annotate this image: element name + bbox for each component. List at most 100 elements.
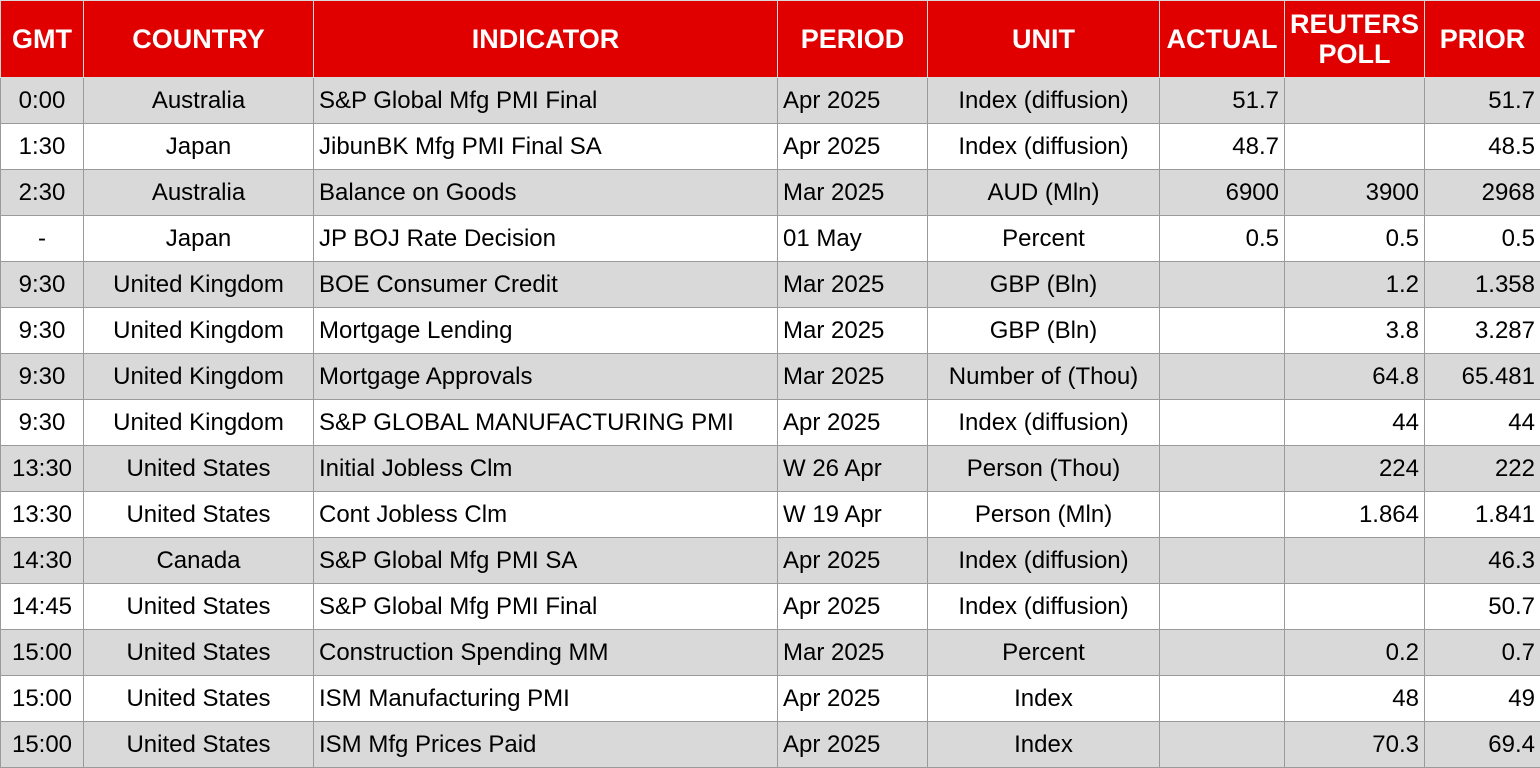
cell-actual — [1160, 722, 1285, 768]
cell-period: Mar 2025 — [778, 308, 928, 354]
cell-prior: 222 — [1425, 446, 1540, 492]
cell-actual — [1160, 492, 1285, 538]
cell-period: Apr 2025 — [778, 676, 928, 722]
cell-unit: GBP (Bln) — [928, 308, 1160, 354]
cell-indicator: Construction Spending MM — [314, 630, 778, 676]
cell-actual: 6900 — [1160, 170, 1285, 216]
cell-reuters-poll: 1.864 — [1285, 492, 1425, 538]
cell-actual: 0.5 — [1160, 216, 1285, 262]
cell-actual — [1160, 354, 1285, 400]
cell-prior: 49 — [1425, 676, 1540, 722]
cell-reuters-poll: 0.5 — [1285, 216, 1425, 262]
cell-actual: 48.7 — [1160, 124, 1285, 170]
header-row: GMT COUNTRY INDICATOR PERIOD UNIT ACTUAL… — [1, 1, 1540, 78]
cell-reuters-poll — [1285, 124, 1425, 170]
cell-reuters-poll: 1.2 — [1285, 262, 1425, 308]
cell-prior: 65.481 — [1425, 354, 1540, 400]
cell-prior: 1.358 — [1425, 262, 1540, 308]
cell-prior: 46.3 — [1425, 538, 1540, 584]
cell-actual — [1160, 630, 1285, 676]
cell-unit: Index — [928, 722, 1160, 768]
cell-reuters-poll — [1285, 584, 1425, 630]
cell-prior: 2968 — [1425, 170, 1540, 216]
cell-period: Apr 2025 — [778, 400, 928, 446]
cell-country: United States — [84, 630, 314, 676]
table-header: GMT COUNTRY INDICATOR PERIOD UNIT ACTUAL… — [1, 1, 1540, 78]
cell-country: United Kingdom — [84, 400, 314, 446]
cell-country: United States — [84, 722, 314, 768]
cell-prior: 69.4 — [1425, 722, 1540, 768]
cell-indicator: Mortgage Lending — [314, 308, 778, 354]
cell-indicator: BOE Consumer Credit — [314, 262, 778, 308]
cell-country: Japan — [84, 124, 314, 170]
header-period: PERIOD — [778, 1, 928, 78]
header-unit: UNIT — [928, 1, 1160, 78]
cell-period: Apr 2025 — [778, 584, 928, 630]
cell-reuters-poll: 44 — [1285, 400, 1425, 446]
cell-unit: Index (diffusion) — [928, 584, 1160, 630]
cell-period: Mar 2025 — [778, 630, 928, 676]
cell-unit: Index (diffusion) — [928, 124, 1160, 170]
cell-country: United States — [84, 446, 314, 492]
cell-actual — [1160, 400, 1285, 446]
cell-gmt: 9:30 — [1, 262, 84, 308]
cell-period: W 26 Apr — [778, 446, 928, 492]
cell-actual — [1160, 584, 1285, 630]
cell-indicator: Balance on Goods — [314, 170, 778, 216]
cell-period: Apr 2025 — [778, 538, 928, 584]
cell-indicator: S&P Global Mfg PMI SA — [314, 538, 778, 584]
cell-gmt: - — [1, 216, 84, 262]
cell-indicator: Cont Jobless Clm — [314, 492, 778, 538]
cell-prior: 0.7 — [1425, 630, 1540, 676]
cell-actual — [1160, 538, 1285, 584]
cell-unit: Person (Mln) — [928, 492, 1160, 538]
cell-actual — [1160, 308, 1285, 354]
cell-actual — [1160, 446, 1285, 492]
cell-reuters-poll — [1285, 78, 1425, 124]
cell-country: United Kingdom — [84, 354, 314, 400]
cell-gmt: 14:45 — [1, 584, 84, 630]
cell-country: Canada — [84, 538, 314, 584]
cell-prior: 0.5 — [1425, 216, 1540, 262]
cell-gmt: 9:30 — [1, 308, 84, 354]
cell-unit: GBP (Bln) — [928, 262, 1160, 308]
cell-gmt: 15:00 — [1, 676, 84, 722]
cell-unit: Percent — [928, 630, 1160, 676]
cell-gmt: 13:30 — [1, 446, 84, 492]
cell-indicator: Mortgage Approvals — [314, 354, 778, 400]
cell-indicator: ISM Mfg Prices Paid — [314, 722, 778, 768]
header-country: COUNTRY — [84, 1, 314, 78]
cell-prior: 51.7 — [1425, 78, 1540, 124]
cell-period: Apr 2025 — [778, 78, 928, 124]
cell-period: Apr 2025 — [778, 124, 928, 170]
cell-gmt: 2:30 — [1, 170, 84, 216]
cell-gmt: 1:30 — [1, 124, 84, 170]
cell-reuters-poll — [1285, 538, 1425, 584]
cell-indicator: JibunBK Mfg PMI Final SA — [314, 124, 778, 170]
cell-unit: AUD (Mln) — [928, 170, 1160, 216]
cell-country: United Kingdom — [84, 262, 314, 308]
cell-indicator: S&P Global Mfg PMI Final — [314, 78, 778, 124]
cell-unit: Person (Thou) — [928, 446, 1160, 492]
cell-gmt: 14:30 — [1, 538, 84, 584]
cell-country: Australia — [84, 78, 314, 124]
cell-reuters-poll: 64.8 — [1285, 354, 1425, 400]
cell-gmt: 15:00 — [1, 630, 84, 676]
cell-actual — [1160, 676, 1285, 722]
cell-gmt: 9:30 — [1, 354, 84, 400]
cell-prior: 1.841 — [1425, 492, 1540, 538]
